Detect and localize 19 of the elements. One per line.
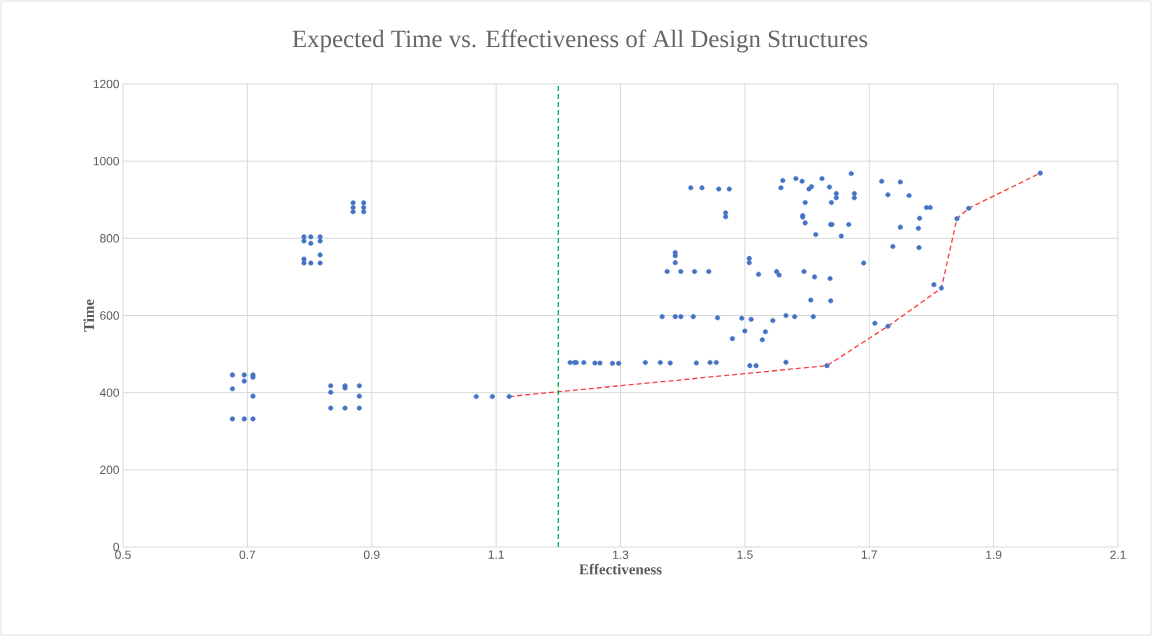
y-tick-label: 0	[113, 542, 120, 552]
x-tick-label: 1.7	[861, 550, 877, 559]
x-tick-label: 0.9	[363, 550, 380, 559]
chart-title: Expected Time vs. Effectiveness of All Design Structures	[292, 29, 868, 53]
y-tick-label: 800	[100, 234, 120, 243]
y-tick-label: 600	[100, 311, 120, 320]
y-axis-title: Time	[83, 299, 95, 332]
x-tick-label: 0.7	[239, 550, 256, 559]
x-axis-title: Effectiveness	[579, 563, 662, 575]
y-tick-label: 1200	[93, 79, 120, 89]
x-tick-label: 1.5	[737, 550, 753, 559]
x-tick-label: 1.9	[986, 550, 1002, 559]
x-tick-label: 0.5	[115, 550, 131, 559]
y-tick-label: 400	[99, 388, 120, 397]
x-tick-label: 2.1	[1110, 550, 1126, 559]
y-tick-label: 1000	[93, 156, 120, 166]
x-tick-label: 1.1	[488, 550, 504, 559]
x-tick-label: 1.3	[613, 550, 629, 559]
y-tick-label: 200	[100, 465, 120, 475]
